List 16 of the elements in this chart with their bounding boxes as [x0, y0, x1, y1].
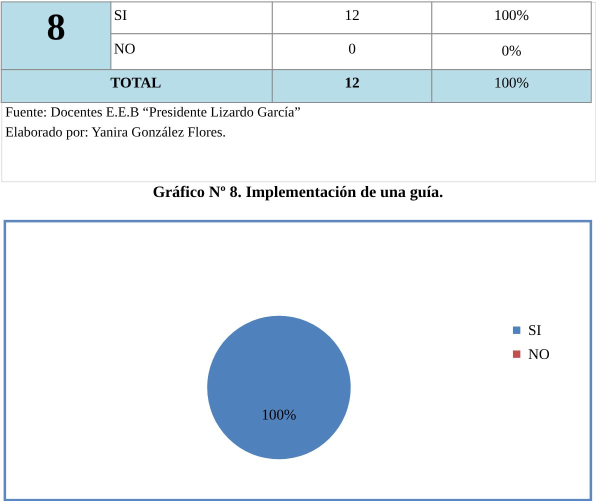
text: SI	[114, 8, 128, 24]
text: Elaborado por: Yanira González Flores.	[5, 125, 226, 140]
source-note: Fuente: Docentes E.E.B “Presidente Lizardo García”	[5, 105, 301, 120]
text: 12	[344, 8, 360, 24]
text: 100%	[494, 8, 529, 24]
text: 12	[344, 76, 360, 92]
legend-label: SI	[528, 323, 542, 340]
legend-label: NO	[528, 347, 550, 364]
text: TOTAL	[110, 76, 162, 92]
text: NO	[114, 42, 136, 58]
data-label: 100%	[262, 407, 296, 424]
text: 8	[46, 6, 66, 49]
text: 0%	[502, 44, 522, 60]
chart-title: Gráfico Nº 8. Implementación de una guía.	[152, 184, 444, 202]
text: 100%	[494, 76, 529, 92]
text: 0	[348, 42, 356, 58]
